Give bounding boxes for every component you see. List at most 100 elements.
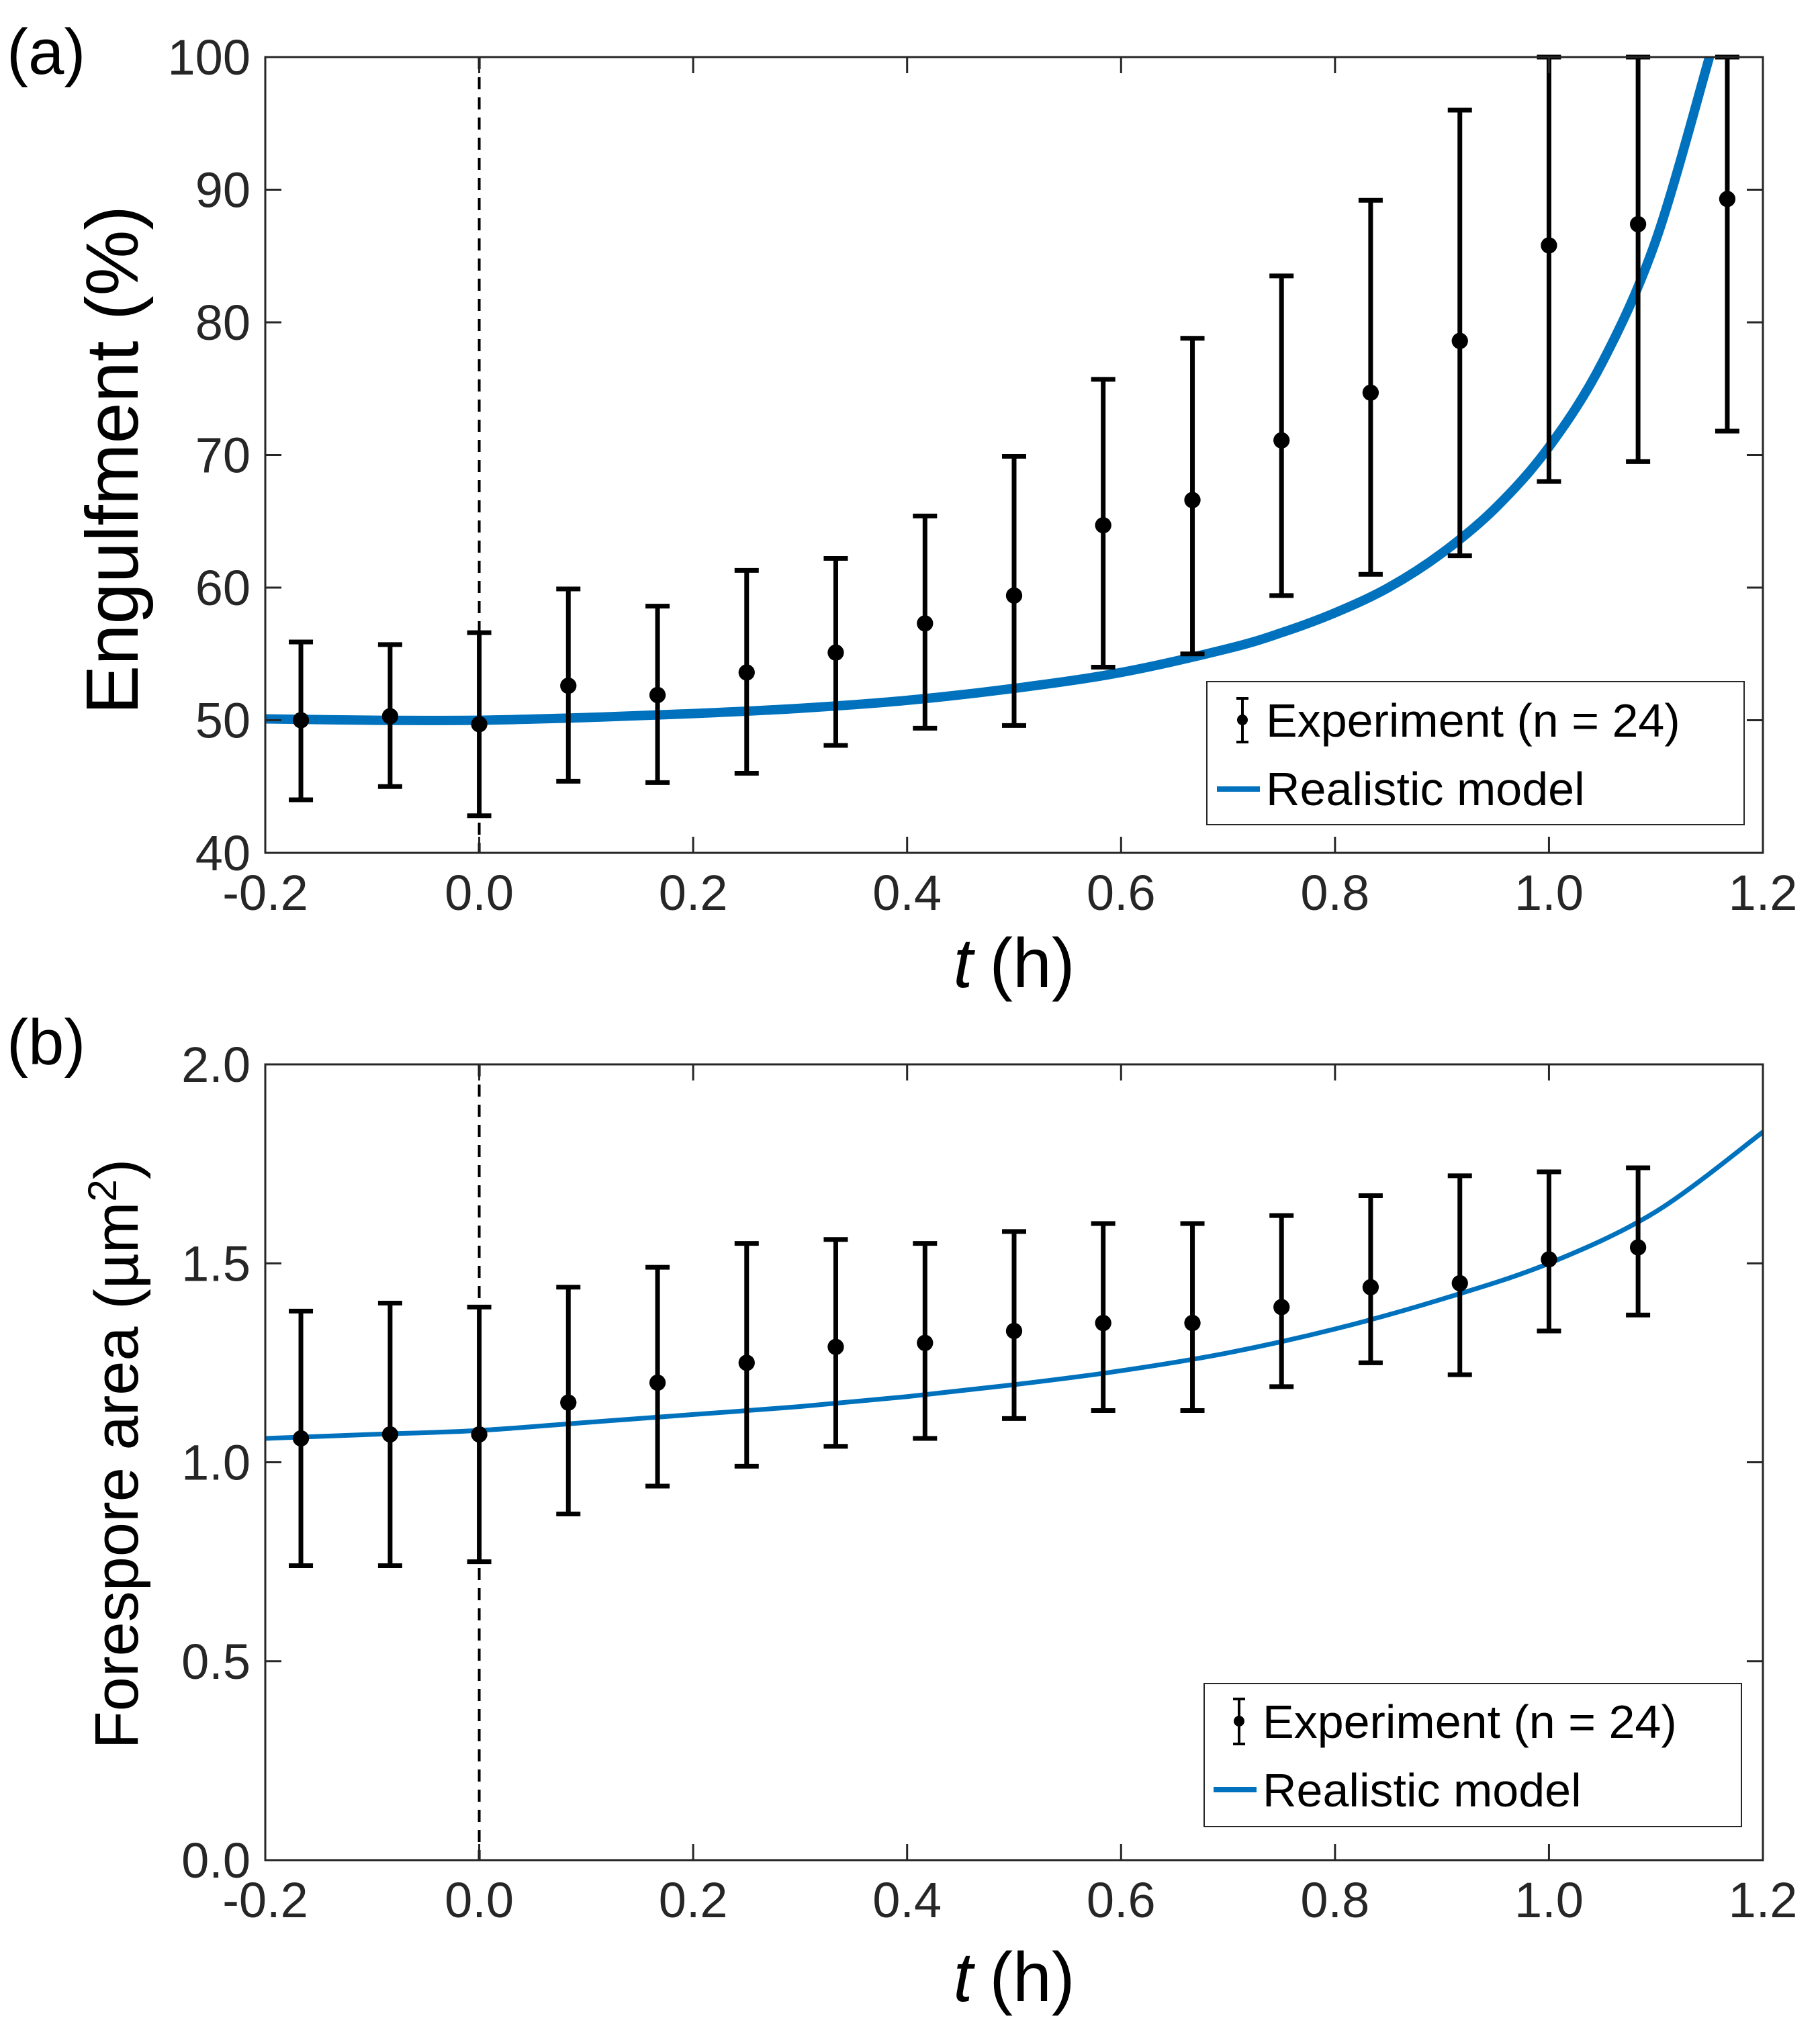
panel-b-y-axis-label-main: Forespore area (µm [83, 1202, 151, 1749]
panel-b-x-tick-label: 0.0 [445, 1872, 514, 1928]
panel-b-data-point [827, 1338, 844, 1355]
panel-b-y-axis-label: Forespore area (µm2) [80, 1159, 151, 1749]
panel-a-errorbar [1358, 197, 1383, 577]
panel-a-x-tick-label: 0.2 [659, 865, 728, 921]
panel-a-legend: Experiment (n = 24) Realistic model [1206, 681, 1745, 825]
panel-a-errorbar [467, 630, 492, 819]
panel-b-y-tick-label: 0.0 [181, 1833, 251, 1888]
panel-b-x-tick-label: 0.6 [1087, 1872, 1156, 1928]
panel-a-data-point [1095, 517, 1111, 534]
panel-b-errorbar [1269, 1213, 1294, 1389]
panel-a-x-axis-var: t [953, 925, 975, 1003]
panel-a-errorbar [556, 586, 581, 784]
panel-a-errorbar [1180, 336, 1205, 657]
panel-a-x-tick-label: 0.6 [1087, 865, 1156, 921]
panel-b-data-point [471, 1426, 488, 1443]
panel-b-x-tick-label: 0.8 [1300, 1872, 1369, 1928]
panel-b-errorbar [645, 1264, 670, 1489]
panel-a-y-axis-label: Engulfment (%) [71, 205, 154, 715]
panel-a-errorbar [645, 604, 670, 785]
panel-a-x-axis-unit: (h) [989, 925, 1075, 1003]
panel-a-errorbar [734, 567, 759, 776]
panel-a-errorbar [377, 642, 402, 789]
panel-a-data-point [471, 716, 488, 733]
panel-b-errorbar [823, 1237, 848, 1449]
panel-b-data-point [1541, 1251, 1557, 1268]
panel-b-data-point [1273, 1299, 1290, 1316]
panel-b-data-point [649, 1374, 666, 1391]
panel-a-y-tick-label: 80 [195, 295, 251, 351]
panel-b-errorbar [556, 1285, 581, 1517]
panel-b-x-axis-label: t (h) [953, 1939, 1075, 2017]
panel-b-errorbar [1002, 1229, 1026, 1421]
panel-b-y-axis-label-end: ) [83, 1159, 151, 1180]
panel-a-errorbar [289, 639, 314, 802]
panel-a-legend-box [1206, 681, 1745, 825]
panel-a-data-point [560, 678, 577, 694]
panel-b-y-tick-label: 1.0 [181, 1435, 251, 1491]
panel-b-model-line [265, 1130, 1763, 1441]
panel-b-x-axis-var: t [953, 1939, 975, 2017]
panel-a-data-point [1005, 587, 1023, 604]
panel-a-letter: (a) [7, 16, 85, 88]
panel-a-y-tick-label: 70 [195, 428, 251, 484]
panel-b-data-point [1362, 1279, 1379, 1295]
panel-a-errorbar [1537, 54, 1561, 484]
panel-a-data-point [917, 615, 934, 632]
panel-a-y-tick-label: 90 [195, 163, 251, 218]
panel-a-data-point [1184, 492, 1201, 508]
panel-b-y-axis-label-sup: 2 [80, 1179, 125, 1201]
panel-b-plot-area [265, 1130, 1763, 1441]
panel-b-x-tick-label: 0.2 [659, 1872, 728, 1928]
panel-b-data-point [560, 1394, 577, 1411]
panel-a-errorbar [1447, 107, 1472, 559]
panel-a-data-point [381, 708, 399, 725]
panel-b-data-point [738, 1354, 755, 1371]
panel-b-data-point [1451, 1275, 1468, 1292]
panel-a-legend-model: Realistic model [1266, 763, 1585, 815]
panel-a-x-tick-label: 0.0 [445, 865, 514, 921]
panel-b-data-point [1005, 1322, 1023, 1340]
panel-a-x-tick-label: 0.8 [1300, 865, 1369, 921]
panel-a-data-point [1273, 432, 1290, 449]
panel-b-data-point [381, 1426, 399, 1443]
panel-b-errorbar [467, 1304, 492, 1565]
panel-b-data-point [292, 1430, 310, 1447]
panel-b-legend-experiment: Experiment (n = 24) [1263, 1696, 1677, 1748]
panel-a-errorbar [823, 556, 848, 748]
panel-a-errorbar [1715, 54, 1739, 434]
panel-b-errorbar [913, 1241, 938, 1441]
panel-a-errorbar [1002, 453, 1026, 728]
panel-a-data-point [292, 712, 310, 729]
panel-a-x-tick-label: 1.0 [1514, 865, 1584, 921]
panel-a-data-point [649, 686, 666, 704]
panel-a-legend-marker-icon [1237, 715, 1248, 725]
panel-b-y-tick-label: 1.5 [181, 1236, 251, 1291]
panel-b-legend-box [1203, 1683, 1742, 1827]
panel-a-data-point [738, 664, 755, 681]
panel-b-errorbar [1358, 1193, 1383, 1365]
panel-b-errorbar [289, 1308, 314, 1569]
panel-a-data-point [1629, 216, 1647, 232]
panel-b-y-tick-label: 0.5 [181, 1634, 251, 1690]
panel-a-data-point [1362, 384, 1379, 401]
panel-b-errorbar [1091, 1221, 1116, 1413]
panel-a-data-point [1451, 332, 1468, 349]
panel-a-errorbar [913, 513, 938, 731]
panel-a-data-point [827, 644, 844, 661]
panel-a-y-tick-label: 60 [195, 560, 251, 616]
panel-b-x-tick-label: 0.4 [872, 1872, 942, 1928]
panel-a-y-tick-label: 100 [168, 30, 251, 85]
panel-a-x-tick-label: -0.2 [222, 865, 308, 921]
panel-a-data-point [1541, 237, 1557, 254]
panel-b-errorbar [1537, 1169, 1561, 1334]
panel-a-errorbar [1091, 377, 1116, 670]
panel-b-errorbar [1180, 1221, 1205, 1413]
panel-b-errorbar [1447, 1173, 1472, 1377]
panel-a-x-axis-label: t (h) [953, 925, 1075, 1003]
panel-b-data-point [1629, 1239, 1647, 1256]
panel-a-y-tick-label: 50 [195, 693, 251, 749]
panel-b-y-tick-label: 2.0 [181, 1037, 251, 1093]
panel-b-letter: (b) [7, 1007, 85, 1078]
